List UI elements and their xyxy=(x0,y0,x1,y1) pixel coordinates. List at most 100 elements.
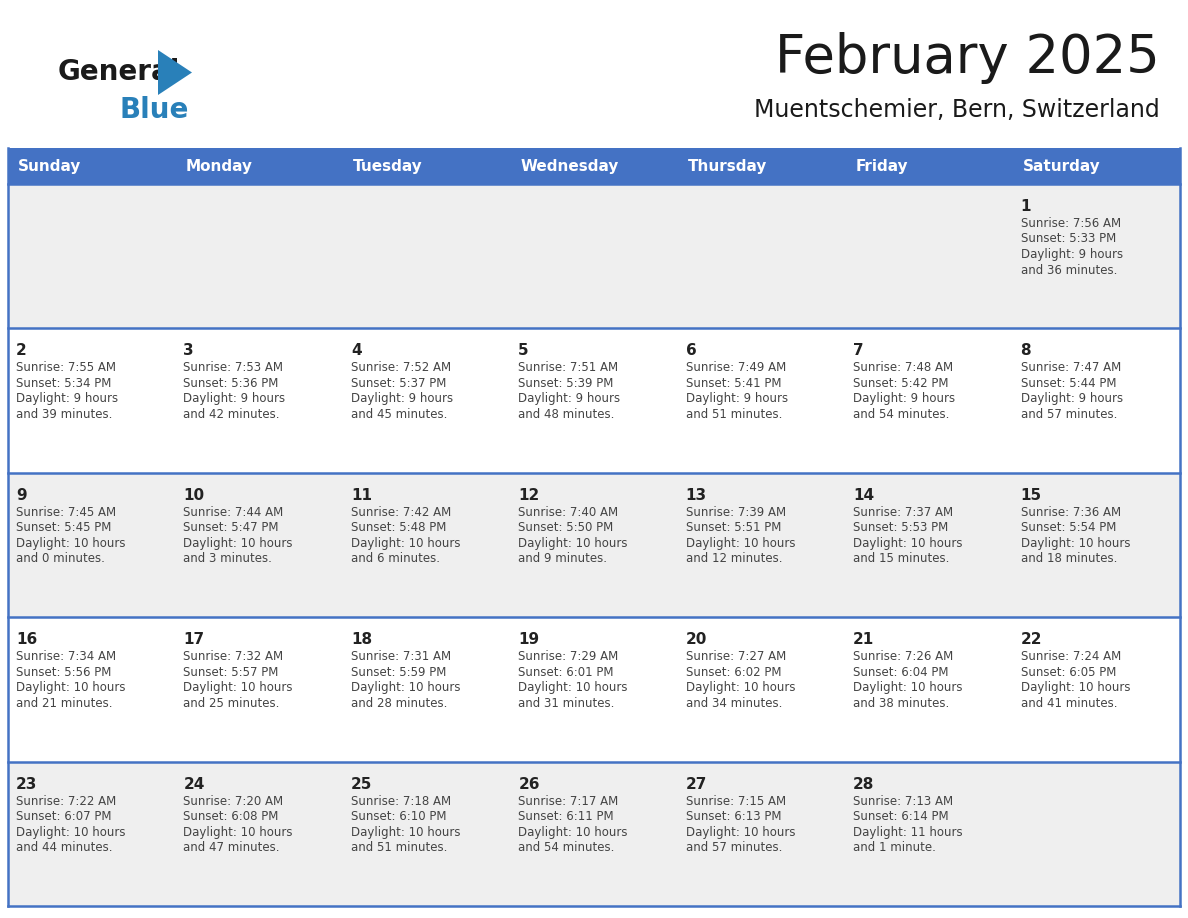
Text: Sunrise: 7:15 AM: Sunrise: 7:15 AM xyxy=(685,795,785,808)
Text: Sunset: 6:14 PM: Sunset: 6:14 PM xyxy=(853,810,949,823)
Bar xyxy=(8,617,1180,762)
Text: 8: 8 xyxy=(1020,343,1031,358)
Polygon shape xyxy=(158,50,192,95)
Text: Daylight: 10 hours: Daylight: 10 hours xyxy=(183,681,293,694)
Text: Daylight: 11 hours: Daylight: 11 hours xyxy=(853,825,962,839)
Text: Monday: Monday xyxy=(185,159,252,174)
Text: Sunset: 5:37 PM: Sunset: 5:37 PM xyxy=(350,377,447,390)
Text: and 36 minutes.: and 36 minutes. xyxy=(1020,263,1117,276)
Text: Sunset: 5:33 PM: Sunset: 5:33 PM xyxy=(1020,232,1116,245)
Text: Saturday: Saturday xyxy=(1023,159,1100,174)
Text: 19: 19 xyxy=(518,633,539,647)
Text: Daylight: 9 hours: Daylight: 9 hours xyxy=(685,392,788,406)
Text: Sunset: 5:53 PM: Sunset: 5:53 PM xyxy=(853,521,948,534)
Text: Sunrise: 7:17 AM: Sunrise: 7:17 AM xyxy=(518,795,619,808)
Text: Sunset: 5:41 PM: Sunset: 5:41 PM xyxy=(685,377,782,390)
Text: Sunrise: 7:22 AM: Sunrise: 7:22 AM xyxy=(15,795,116,808)
Text: and 57 minutes.: and 57 minutes. xyxy=(1020,408,1117,420)
Text: Sunset: 5:42 PM: Sunset: 5:42 PM xyxy=(853,377,949,390)
Text: Sunrise: 7:20 AM: Sunrise: 7:20 AM xyxy=(183,795,284,808)
Text: Daylight: 9 hours: Daylight: 9 hours xyxy=(853,392,955,406)
Text: Sunday: Sunday xyxy=(18,159,81,174)
Text: 13: 13 xyxy=(685,487,707,503)
Text: 2: 2 xyxy=(15,343,27,358)
Text: Sunset: 5:54 PM: Sunset: 5:54 PM xyxy=(1020,521,1116,534)
Text: Sunset: 5:39 PM: Sunset: 5:39 PM xyxy=(518,377,614,390)
Text: and 6 minutes.: and 6 minutes. xyxy=(350,553,440,565)
Text: and 51 minutes.: and 51 minutes. xyxy=(350,841,447,854)
Text: Sunset: 5:57 PM: Sunset: 5:57 PM xyxy=(183,666,279,678)
Text: Daylight: 10 hours: Daylight: 10 hours xyxy=(350,825,461,839)
Text: Daylight: 10 hours: Daylight: 10 hours xyxy=(350,537,461,550)
Text: 23: 23 xyxy=(15,777,37,791)
Text: Sunrise: 7:13 AM: Sunrise: 7:13 AM xyxy=(853,795,953,808)
Text: 7: 7 xyxy=(853,343,864,358)
Text: Sunrise: 7:36 AM: Sunrise: 7:36 AM xyxy=(1020,506,1120,519)
Bar xyxy=(8,762,1180,906)
Text: 3: 3 xyxy=(183,343,194,358)
Text: Daylight: 10 hours: Daylight: 10 hours xyxy=(518,825,627,839)
Text: Daylight: 10 hours: Daylight: 10 hours xyxy=(15,825,126,839)
Text: and 28 minutes.: and 28 minutes. xyxy=(350,697,447,710)
Text: 11: 11 xyxy=(350,487,372,503)
Text: 20: 20 xyxy=(685,633,707,647)
Text: Sunset: 5:50 PM: Sunset: 5:50 PM xyxy=(518,521,613,534)
Text: 14: 14 xyxy=(853,487,874,503)
Text: Daylight: 9 hours: Daylight: 9 hours xyxy=(15,392,118,406)
Text: Daylight: 10 hours: Daylight: 10 hours xyxy=(685,681,795,694)
Text: Daylight: 10 hours: Daylight: 10 hours xyxy=(15,681,126,694)
Text: 28: 28 xyxy=(853,777,874,791)
Text: and 44 minutes.: and 44 minutes. xyxy=(15,841,113,854)
Text: Wednesday: Wednesday xyxy=(520,159,619,174)
Text: Sunset: 6:07 PM: Sunset: 6:07 PM xyxy=(15,810,112,823)
Text: Daylight: 9 hours: Daylight: 9 hours xyxy=(350,392,453,406)
Text: Sunrise: 7:31 AM: Sunrise: 7:31 AM xyxy=(350,650,451,663)
Text: Sunset: 6:05 PM: Sunset: 6:05 PM xyxy=(1020,666,1116,678)
Text: Daylight: 10 hours: Daylight: 10 hours xyxy=(15,537,126,550)
Text: Sunrise: 7:27 AM: Sunrise: 7:27 AM xyxy=(685,650,786,663)
Text: Sunset: 6:13 PM: Sunset: 6:13 PM xyxy=(685,810,782,823)
Text: 27: 27 xyxy=(685,777,707,791)
Text: and 1 minute.: and 1 minute. xyxy=(853,841,936,854)
Text: and 51 minutes.: and 51 minutes. xyxy=(685,408,782,420)
Text: Daylight: 9 hours: Daylight: 9 hours xyxy=(518,392,620,406)
Text: Daylight: 10 hours: Daylight: 10 hours xyxy=(183,537,293,550)
Text: 5: 5 xyxy=(518,343,529,358)
Text: 21: 21 xyxy=(853,633,874,647)
Text: Daylight: 10 hours: Daylight: 10 hours xyxy=(685,537,795,550)
Text: and 39 minutes.: and 39 minutes. xyxy=(15,408,113,420)
Text: and 47 minutes.: and 47 minutes. xyxy=(183,841,280,854)
Text: Daylight: 10 hours: Daylight: 10 hours xyxy=(853,681,962,694)
Text: Sunrise: 7:47 AM: Sunrise: 7:47 AM xyxy=(1020,362,1120,375)
Text: 9: 9 xyxy=(15,487,26,503)
Text: and 21 minutes.: and 21 minutes. xyxy=(15,697,113,710)
Text: Sunrise: 7:52 AM: Sunrise: 7:52 AM xyxy=(350,362,451,375)
Text: Sunset: 5:48 PM: Sunset: 5:48 PM xyxy=(350,521,447,534)
Text: Blue: Blue xyxy=(120,96,189,124)
Text: Muentschemier, Bern, Switzerland: Muentschemier, Bern, Switzerland xyxy=(754,98,1159,122)
Text: Sunrise: 7:18 AM: Sunrise: 7:18 AM xyxy=(350,795,451,808)
Text: Sunrise: 7:49 AM: Sunrise: 7:49 AM xyxy=(685,362,786,375)
Text: Sunset: 5:47 PM: Sunset: 5:47 PM xyxy=(183,521,279,534)
Text: and 48 minutes.: and 48 minutes. xyxy=(518,408,614,420)
Text: Sunrise: 7:45 AM: Sunrise: 7:45 AM xyxy=(15,506,116,519)
Text: Sunrise: 7:48 AM: Sunrise: 7:48 AM xyxy=(853,362,953,375)
Text: Daylight: 9 hours: Daylight: 9 hours xyxy=(1020,392,1123,406)
Text: Sunset: 6:02 PM: Sunset: 6:02 PM xyxy=(685,666,782,678)
Text: and 3 minutes.: and 3 minutes. xyxy=(183,553,272,565)
Text: Tuesday: Tuesday xyxy=(353,159,423,174)
Text: 25: 25 xyxy=(350,777,372,791)
Text: and 0 minutes.: and 0 minutes. xyxy=(15,553,105,565)
Text: Sunset: 5:51 PM: Sunset: 5:51 PM xyxy=(685,521,781,534)
Text: Sunrise: 7:44 AM: Sunrise: 7:44 AM xyxy=(183,506,284,519)
Text: and 57 minutes.: and 57 minutes. xyxy=(685,841,782,854)
Text: Daylight: 10 hours: Daylight: 10 hours xyxy=(1020,537,1130,550)
Text: Daylight: 10 hours: Daylight: 10 hours xyxy=(853,537,962,550)
Text: 22: 22 xyxy=(1020,633,1042,647)
Bar xyxy=(8,473,1180,617)
Text: Sunrise: 7:42 AM: Sunrise: 7:42 AM xyxy=(350,506,451,519)
Text: Sunrise: 7:40 AM: Sunrise: 7:40 AM xyxy=(518,506,619,519)
Text: and 9 minutes.: and 9 minutes. xyxy=(518,553,607,565)
Text: Sunset: 6:04 PM: Sunset: 6:04 PM xyxy=(853,666,949,678)
Text: Sunset: 5:59 PM: Sunset: 5:59 PM xyxy=(350,666,447,678)
